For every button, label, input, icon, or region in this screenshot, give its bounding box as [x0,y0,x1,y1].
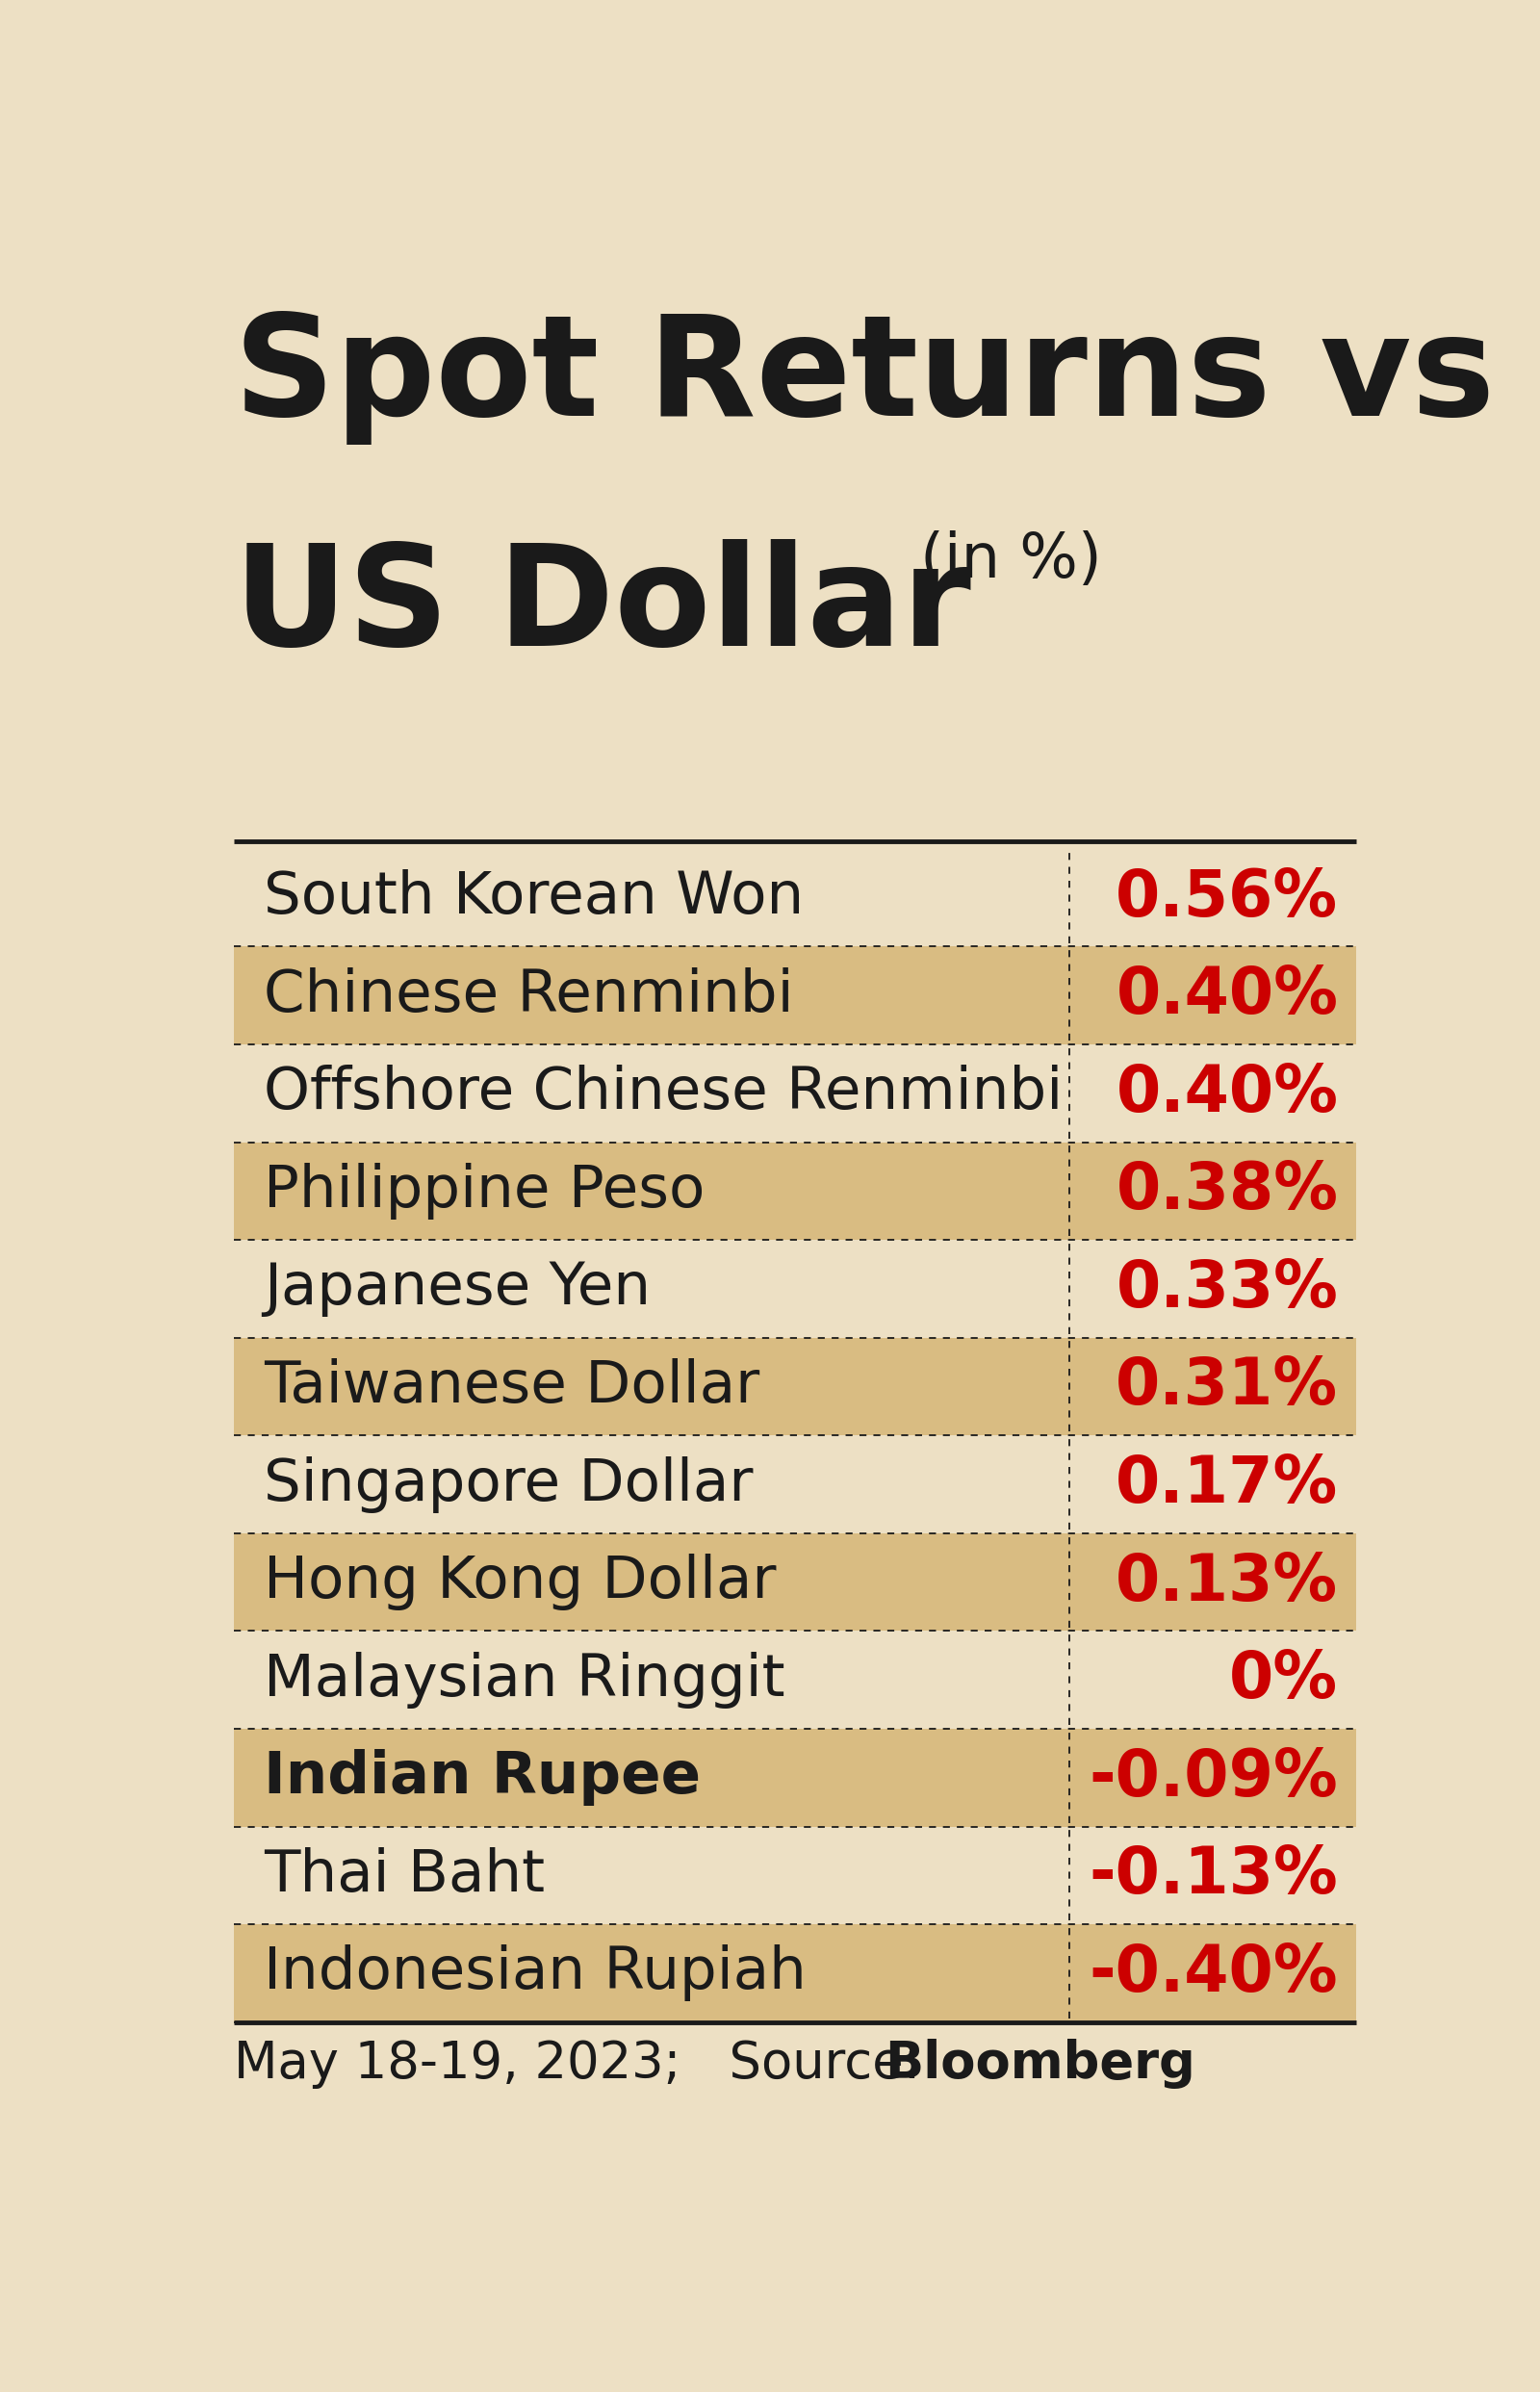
Text: Indian Rupee: Indian Rupee [265,1749,701,1806]
Text: -0.40%: -0.40% [1089,1942,1338,2004]
Text: (in %): (in %) [921,531,1103,591]
Text: US Dollar: US Dollar [234,538,972,675]
Text: 0.40%: 0.40% [1116,964,1338,1026]
Text: 0.31%: 0.31% [1116,1354,1338,1418]
Text: Bloomberg: Bloomberg [884,2038,1195,2088]
Text: 0.56%: 0.56% [1116,866,1338,930]
Bar [234,1923,1357,2021]
Text: 0.13%: 0.13% [1116,1550,1338,1615]
Text: 0.33%: 0.33% [1116,1258,1338,1320]
Text: South Korean Won: South Korean Won [265,868,804,926]
Text: Japanese Yen: Japanese Yen [265,1261,651,1318]
Text: 0.17%: 0.17% [1115,1452,1338,1517]
Text: Spot Returns vs: Spot Returns vs [234,309,1495,445]
Text: 0.40%: 0.40% [1116,1062,1338,1124]
Text: Philippine Peso: Philippine Peso [265,1163,705,1220]
Text: Thai Baht: Thai Baht [265,1847,545,1904]
Bar [234,1141,1357,1239]
Text: Taiwanese Dollar: Taiwanese Dollar [265,1359,761,1416]
Text: -0.13%: -0.13% [1089,1844,1338,1906]
Text: Indonesian Rupiah: Indonesian Rupiah [265,1945,807,2002]
Text: 0.38%: 0.38% [1116,1160,1338,1222]
Text: Offshore Chinese Renminbi: Offshore Chinese Renminbi [265,1064,1063,1122]
Bar [234,1533,1357,1631]
Text: 0%: 0% [1229,1648,1338,1713]
Text: -0.09%: -0.09% [1089,1746,1338,1808]
Bar [234,947,1357,1045]
Bar [234,1729,1357,1827]
Text: Hong Kong Dollar: Hong Kong Dollar [265,1555,776,1610]
Text: May 18-19, 2023;   Source:: May 18-19, 2023; Source: [234,2038,936,2088]
Text: Chinese Renminbi: Chinese Renminbi [265,966,795,1024]
Bar [234,1337,1357,1435]
Text: Singapore Dollar: Singapore Dollar [265,1457,753,1512]
Text: Malaysian Ringgit: Malaysian Ringgit [265,1650,785,1708]
